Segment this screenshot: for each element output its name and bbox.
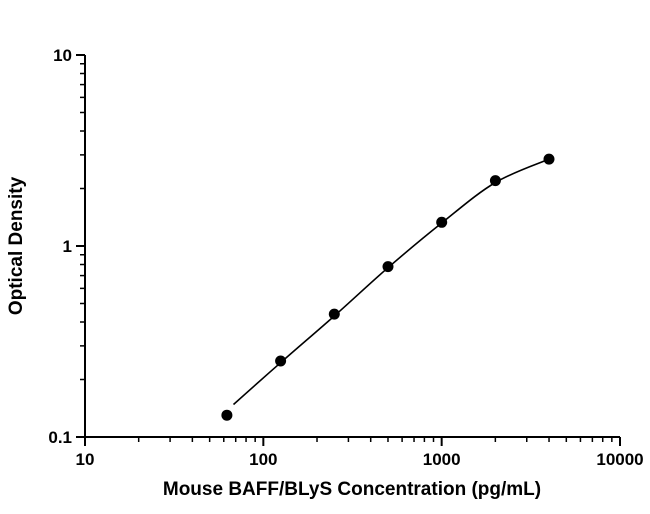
x-tick-label: 10 <box>76 450 95 469</box>
x-tick-label: 100 <box>249 450 277 469</box>
x-axis-title: Mouse BAFF/BLyS Concentration (pg/mL) <box>163 479 541 500</box>
y-tick-label: 0.1 <box>48 428 72 447</box>
data-point <box>275 355 287 367</box>
y-tick-label: 10 <box>53 46 72 65</box>
data-point <box>543 153 555 165</box>
data-point <box>221 409 233 421</box>
data-point <box>382 261 394 273</box>
plot-layer: 10 100 1000 10000 0.1 1 10 <box>48 46 643 469</box>
axis-lines <box>84 55 620 438</box>
fit-curve <box>232 158 550 406</box>
y-tick-label: 1 <box>63 237 72 256</box>
x-tick-label: 1000 <box>423 450 461 469</box>
data-point <box>436 216 448 228</box>
data-point <box>489 175 501 187</box>
data-point <box>328 308 340 320</box>
y-axis-title: Optical Density <box>6 176 27 315</box>
x-tick-label: 10000 <box>596 450 643 469</box>
